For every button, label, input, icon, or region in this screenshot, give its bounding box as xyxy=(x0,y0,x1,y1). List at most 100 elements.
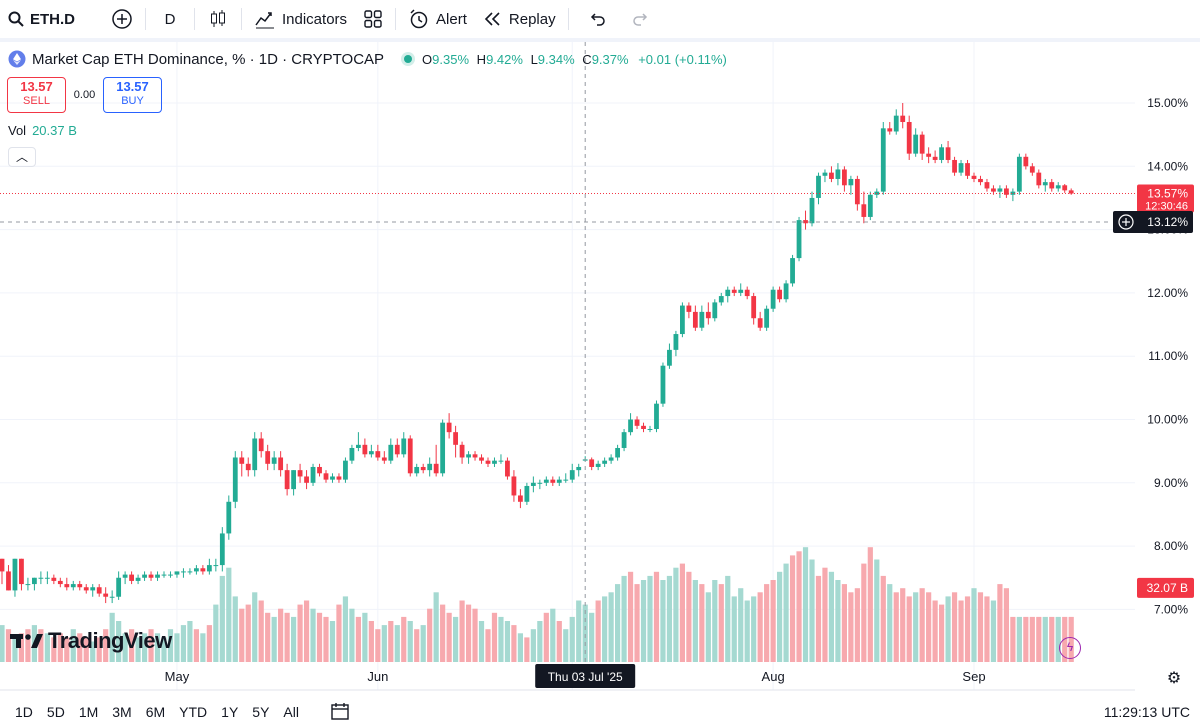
candle-body xyxy=(1049,182,1055,189)
volume-bars xyxy=(0,547,1074,662)
clock-display[interactable]: 11:29:13 UTC xyxy=(1103,704,1190,720)
candle-body xyxy=(427,463,433,471)
candle-body xyxy=(744,289,750,297)
candle-body xyxy=(453,432,458,445)
volume-bar xyxy=(913,592,919,662)
volume-bar xyxy=(245,604,251,662)
price-chart[interactable]: 15.00%14.00%13.00%12.00%11.00%10.00%9.00… xyxy=(0,42,1200,702)
candle-body xyxy=(278,457,284,471)
volume-bar xyxy=(362,612,368,662)
volume-bar xyxy=(751,596,757,662)
volume-bar xyxy=(135,637,141,662)
crosshair-date-badge xyxy=(535,664,636,688)
candle-body xyxy=(142,574,147,578)
compare-button[interactable] xyxy=(103,0,141,38)
date-range-button[interactable] xyxy=(330,701,350,724)
volume-bar xyxy=(180,625,187,662)
sell-button[interactable]: 13.57 SELL xyxy=(7,77,66,113)
volume-bar xyxy=(990,600,997,662)
change-value: +0.01 (+0.11%) xyxy=(638,51,727,67)
series-title[interactable]: Market Cap ETH Dominance, % · 1D · CRYPT… xyxy=(32,50,385,68)
redo-button[interactable] xyxy=(623,0,659,38)
volume-bar xyxy=(835,580,841,662)
volume-bar xyxy=(939,604,945,662)
candle-body xyxy=(232,457,238,502)
undo-button[interactable] xyxy=(579,0,615,38)
time-scale[interactable]: MayJunJulAugSepThu 03 Jul '25⚙ xyxy=(165,664,1181,688)
range-button-ytd[interactable]: YTD xyxy=(179,704,208,720)
candle-body xyxy=(109,596,115,598)
volume-bar xyxy=(316,612,323,662)
indicators-button[interactable]: Indicators xyxy=(246,0,355,38)
volume-bar xyxy=(1003,588,1009,662)
spread-value: 0.00 xyxy=(73,89,96,101)
buy-button[interactable]: 13.57 BUY xyxy=(103,77,162,113)
range-button-all[interactable]: All xyxy=(283,704,299,720)
candle-body xyxy=(446,422,452,433)
range-button-1m[interactable]: 1M xyxy=(78,704,99,720)
ethereum-logo-icon xyxy=(8,50,26,68)
candle-body xyxy=(271,457,277,464)
volume-bar xyxy=(103,629,109,662)
candle-body xyxy=(900,115,906,122)
volume-bar xyxy=(945,596,951,662)
volume-bar xyxy=(576,600,582,662)
chart-type-button[interactable] xyxy=(199,0,237,38)
candle-body xyxy=(725,289,731,297)
symbol-search[interactable]: ETH.D xyxy=(0,0,83,38)
toolbar-divider xyxy=(567,8,569,30)
candle-body xyxy=(356,444,361,448)
volume-bar xyxy=(757,592,763,662)
volume-bar xyxy=(1036,616,1042,662)
low-value: 9.34% xyxy=(537,51,575,67)
price-overlays xyxy=(0,42,1135,690)
range-button-5d[interactable]: 5D xyxy=(46,704,65,720)
candle-body xyxy=(245,463,251,471)
rewind-icon xyxy=(484,12,500,26)
volume-bar xyxy=(686,571,692,662)
volume-bar xyxy=(919,588,925,662)
candle-body xyxy=(667,349,672,366)
candle-body xyxy=(939,147,944,160)
volume-bar xyxy=(569,616,575,662)
interval-button[interactable]: D xyxy=(150,0,190,38)
candle-body xyxy=(1010,191,1016,195)
chevron-up-icon: ︿ xyxy=(15,150,28,164)
volume-bar xyxy=(537,621,543,662)
candle-body xyxy=(932,156,938,160)
redo-icon xyxy=(632,13,647,26)
volume-bar xyxy=(25,629,31,662)
time-tick-label: Aug xyxy=(762,669,785,684)
replay-button[interactable]: Replay xyxy=(475,0,564,38)
collapse-legend-button[interactable]: ︿ xyxy=(8,147,36,167)
candle-body xyxy=(952,159,957,173)
crosshair-date-label: Thu 03 Jul '25 xyxy=(548,670,623,684)
crosshair-price-label: 13.12% xyxy=(1147,215,1188,229)
candle-body xyxy=(64,584,70,588)
candle-body xyxy=(511,476,517,496)
quick-actions-button[interactable]: ϟ xyxy=(1059,637,1081,659)
candle-body xyxy=(122,574,128,578)
layouts-button[interactable] xyxy=(355,0,391,38)
candle-body xyxy=(835,169,841,179)
volume-bar xyxy=(964,596,971,662)
candle-body xyxy=(958,163,964,173)
range-button-5y[interactable]: 5Y xyxy=(252,704,270,720)
candle-body xyxy=(70,584,76,588)
candle-body xyxy=(848,178,854,186)
volume-bar xyxy=(647,575,653,662)
range-button-3m[interactable]: 3M xyxy=(112,704,132,720)
volume-bar xyxy=(815,575,822,662)
candle-body xyxy=(38,577,44,579)
range-button-6m[interactable]: 6M xyxy=(145,704,166,720)
range-button-1d[interactable]: 1D xyxy=(15,704,33,720)
volume-bar xyxy=(193,629,199,662)
range-button-1y[interactable]: 1Y xyxy=(221,704,239,720)
candle-body xyxy=(336,476,342,480)
last-price-badge xyxy=(1137,184,1194,213)
price-scale[interactable]: 15.00%14.00%13.00%12.00%11.00%10.00%9.00… xyxy=(1113,96,1194,616)
interval-label: D xyxy=(164,10,176,28)
tradingview-logo[interactable]: TradingView xyxy=(10,628,172,654)
toolbar-divider xyxy=(395,8,397,30)
alert-button[interactable]: Alert xyxy=(400,0,475,38)
